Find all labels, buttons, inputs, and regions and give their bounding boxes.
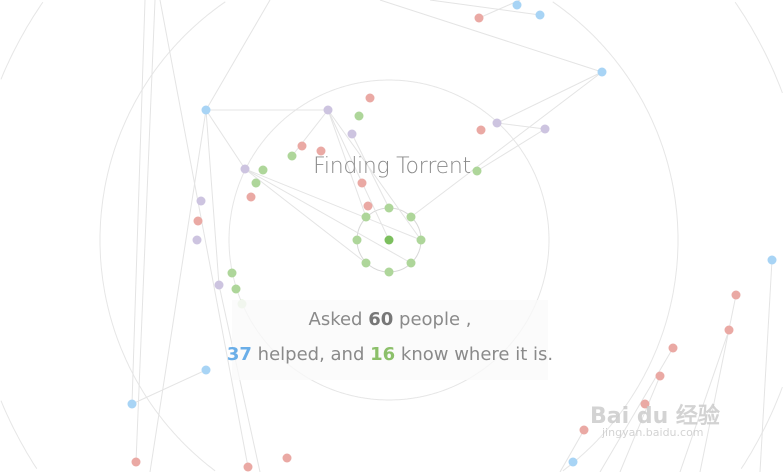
- purple-node: [323, 105, 333, 115]
- peer-edge: [559, 429, 585, 472]
- red-node: [731, 290, 741, 300]
- peer-edge: [244, 168, 367, 264]
- purple-node: [240, 164, 250, 174]
- green-node: [231, 284, 241, 294]
- asked-suffix: people ,: [399, 309, 472, 330]
- red-node: [476, 125, 486, 135]
- watermark-url: jingyan.baidu.com: [602, 426, 704, 439]
- green-node: [354, 111, 364, 121]
- green-node: [287, 151, 297, 161]
- blue-node: [512, 0, 522, 10]
- blue-node: [201, 105, 211, 115]
- peer-edge: [327, 109, 422, 241]
- red-node: [668, 343, 678, 353]
- result-line: 37 helped, and 16 know where it is.: [0, 344, 780, 365]
- peer-edge: [699, 294, 737, 472]
- green-node: [384, 203, 394, 213]
- know-text: know where it is.: [400, 344, 554, 365]
- peer-edge: [131, 0, 146, 405]
- red-node: [243, 462, 253, 472]
- helped-count: 37: [226, 344, 252, 365]
- green-node: [406, 258, 416, 268]
- purple-node: [196, 196, 206, 206]
- peer-edge: [131, 369, 207, 405]
- peer-edge: [205, 109, 220, 286]
- peer-edge: [327, 109, 390, 241]
- page-title: Finding Torrent: [313, 154, 471, 179]
- green-node: [384, 267, 394, 277]
- green-node: [258, 165, 268, 175]
- blue-node: [597, 67, 607, 77]
- peer-edge: [244, 168, 422, 241]
- peer-edge: [619, 375, 661, 472]
- peer-edge: [476, 128, 546, 172]
- orbit-ring: [99, 1, 679, 472]
- asked-prefix: Asked: [308, 309, 363, 330]
- peer-edge: [429, 0, 541, 16]
- purple-node: [492, 118, 502, 128]
- green-node: [472, 166, 482, 176]
- red-node: [724, 325, 734, 335]
- purple-node: [347, 129, 357, 139]
- peer-edge: [244, 168, 412, 264]
- peer-edge: [496, 71, 603, 124]
- red-node: [365, 93, 375, 103]
- green-node: [406, 212, 416, 222]
- red-node: [363, 201, 373, 211]
- red-node: [297, 141, 307, 151]
- asked-count: 60: [368, 309, 394, 330]
- peer-edge: [327, 109, 367, 218]
- green-node: [352, 235, 362, 245]
- blue-node: [127, 399, 137, 409]
- peer-edge: [291, 109, 329, 157]
- blue-node: [535, 10, 545, 20]
- helped-text: helped, and: [257, 344, 365, 365]
- blue-node: [767, 255, 777, 265]
- peer-edge: [205, 109, 246, 170]
- red-node: [655, 371, 665, 381]
- red-node: [357, 178, 367, 188]
- red-node: [131, 457, 141, 467]
- red-node: [193, 216, 203, 226]
- green-node: [361, 212, 371, 222]
- peer-edge: [599, 347, 674, 472]
- purple-node: [214, 280, 224, 290]
- green-node: [251, 178, 261, 188]
- peer-edge: [759, 259, 773, 472]
- blue-node: [568, 457, 578, 467]
- blue-node: [201, 365, 211, 375]
- purple-node: [192, 235, 202, 245]
- asked-line: Asked 60 people ,: [0, 309, 780, 330]
- red-node: [640, 399, 650, 409]
- watermark-logo: Bai du 经验: [590, 404, 720, 429]
- peer-edge: [410, 71, 603, 218]
- stats-panel: [232, 300, 548, 380]
- peer-edge: [379, 0, 603, 73]
- peer-edge: [351, 133, 390, 209]
- red-node: [579, 425, 589, 435]
- red-node: [246, 192, 256, 202]
- peer-edge: [159, 0, 249, 468]
- red-node: [316, 146, 326, 156]
- know-count: 16: [370, 344, 396, 365]
- green-node: [416, 235, 426, 245]
- peer-edge: [135, 0, 156, 463]
- green-node: [361, 258, 371, 268]
- peer-edge: [205, 0, 271, 111]
- peer-edge: [496, 122, 546, 130]
- red-node: [474, 13, 484, 23]
- red-node: [282, 453, 292, 463]
- green-node: [227, 268, 237, 278]
- peer-edge: [679, 329, 730, 472]
- center-node: [384, 235, 394, 245]
- peer-edge: [149, 109, 207, 472]
- purple-node: [540, 124, 550, 134]
